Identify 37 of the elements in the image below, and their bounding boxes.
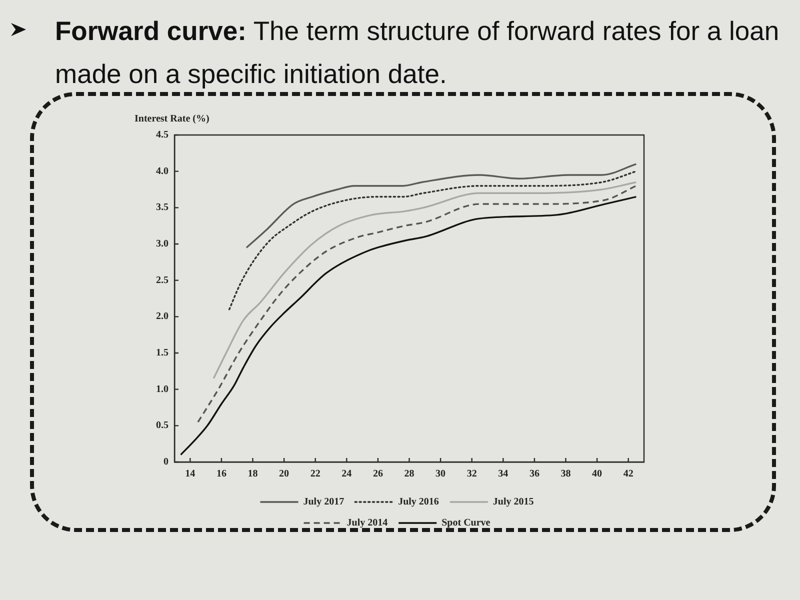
x-tick-label: 30 [436, 468, 446, 480]
chart-title: Forward curve: The term structure of forward rates for a loan made on a specific initiation date. [55, 16, 780, 89]
legend-label: July 2014 [346, 518, 388, 529]
x-tick-label: 16 [216, 468, 226, 480]
x-tick-label: 40 [592, 468, 602, 480]
line-series [228, 170, 638, 310]
y-tick-label: 0.5 [156, 420, 168, 432]
legend-label: Spot Curve [442, 518, 491, 529]
x-tick-label: 34 [498, 468, 508, 480]
x-tick-label: 42 [623, 468, 634, 480]
y-tick-label: 3.0 [156, 238, 168, 250]
x-tick-label: 26 [372, 468, 383, 480]
y-tick-label: 3.5 [156, 202, 168, 214]
y-tick-label: 4.5 [156, 130, 168, 141]
x-tick-label: 28 [404, 468, 414, 480]
line-series [180, 196, 638, 456]
y-tick-label: 2.5 [156, 274, 168, 286]
line-series [246, 163, 638, 248]
x-tick-label: 38 [560, 468, 571, 480]
line-series [197, 185, 638, 423]
y-tick-label: 4.0 [156, 166, 168, 177]
y-tick-label: 1.0 [156, 384, 168, 395]
x-tick-label: 22 [310, 468, 320, 480]
y-tick-label: 2.0 [156, 311, 168, 322]
x-tick-label: 18 [248, 468, 258, 480]
line-series [212, 181, 638, 380]
y-tick-label: 0 [164, 456, 168, 468]
x-tick-label: 20 [279, 468, 290, 480]
legend-label: July 2015 [492, 496, 534, 508]
x-tick-label: 14 [185, 468, 196, 480]
x-tick-label: 36 [529, 468, 540, 480]
y-axis-title: Interest Rate (%) [134, 114, 210, 125]
x-tick-label: 32 [466, 468, 477, 480]
legend-label: July 2017 [303, 496, 344, 508]
x-tick-label: 24 [342, 468, 352, 480]
legend-label: July 2016 [398, 496, 439, 508]
y-tick-label: 1.5 [156, 348, 168, 359]
